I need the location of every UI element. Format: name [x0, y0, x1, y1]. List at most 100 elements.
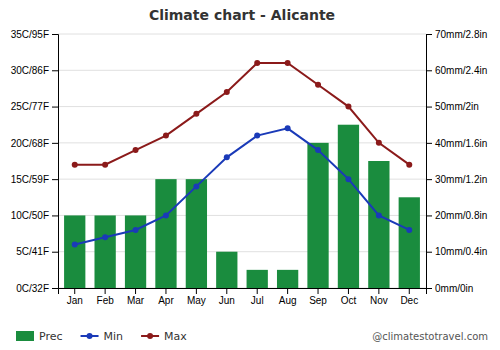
y-axis: 0C/32F 5C/41F 10C/50F 15C/59F 20C/68F 25C/77F…: [11, 29, 59, 294]
point: [193, 183, 199, 189]
legend-item: Prec: [16, 330, 63, 343]
tick-mark: [105, 288, 106, 294]
tick-label: Nov: [370, 295, 388, 306]
tick-label: 20C/68F: [11, 138, 49, 149]
tick: 0C/32F: [16, 283, 58, 294]
point: [133, 227, 139, 233]
legend-marker: [87, 333, 93, 339]
point: [345, 104, 351, 110]
point: [133, 147, 139, 153]
point: [193, 111, 199, 117]
tick-label: 60mm/2.4in: [435, 65, 487, 76]
tick-mark: [165, 288, 166, 294]
bar-series: [64, 125, 420, 288]
grid-line: [58, 70, 426, 71]
bar: [247, 270, 268, 288]
tick-label: 5C/41F: [16, 246, 49, 257]
tick-label: 0C/32F: [16, 283, 49, 294]
tick-mark: [52, 34, 58, 35]
point: [285, 125, 291, 131]
point: [285, 60, 291, 66]
tick: Jun: [219, 288, 235, 306]
bar: [216, 252, 237, 288]
bar: [94, 215, 115, 288]
tick: 20mm/0.8in: [426, 210, 487, 221]
plot: JanFebMarAprMayJunJulAugSepOctNovDec0C/3…: [11, 29, 488, 306]
title: Climate chart - Alicante: [149, 7, 335, 23]
tick-mark: [52, 215, 58, 216]
tick-label: 70mm/2.8in: [435, 29, 487, 40]
tick-mark: [52, 70, 58, 71]
tick-label: 10mm/0.4in: [435, 246, 487, 257]
grid-line: [58, 34, 426, 35]
point: [315, 82, 321, 88]
tick: 5C/41F: [16, 246, 58, 257]
tick-label: 10C/50F: [11, 210, 49, 221]
tick-label: 40mm/1.6in: [435, 138, 487, 149]
point: [163, 212, 169, 218]
point: [102, 162, 108, 168]
tick-mark: [426, 252, 432, 253]
tick-mark: [196, 288, 197, 294]
tick: 15C/59F: [11, 174, 58, 185]
tick-mark: [426, 70, 432, 71]
tick: 0mm/0in: [426, 283, 473, 294]
point: [224, 89, 230, 95]
tick: 30C/86F: [11, 65, 58, 76]
tick-mark: [348, 288, 349, 294]
tick: 10mm/0.4in: [426, 246, 487, 257]
tick: 10C/50F: [11, 210, 58, 221]
point: [254, 60, 260, 66]
tick: May: [187, 288, 206, 306]
tick-mark: [52, 288, 58, 289]
chart: JanFebMarAprMayJunJulAugSepOctNovDec0C/3…: [0, 0, 500, 350]
tick-mark: [378, 288, 379, 294]
tick-mark: [426, 179, 432, 180]
legend-item: Max: [141, 330, 187, 343]
tick: 30mm/1.2in: [426, 174, 487, 185]
point: [376, 212, 382, 218]
tick-label: Dec: [400, 295, 418, 306]
line-series: [72, 125, 413, 247]
bar: [186, 179, 207, 288]
point: [376, 140, 382, 146]
tick: Mar: [127, 288, 145, 306]
tick: 50mm/2in: [426, 101, 479, 112]
bar: [64, 215, 85, 288]
tick: Apr: [158, 288, 174, 306]
tick-mark: [74, 288, 75, 294]
bar: [277, 270, 298, 288]
tick: 60mm/2.4in: [426, 65, 487, 76]
y2-axis: 0mm/0in 10mm/0.4in 20mm/0.8in 30mm/1.2in 40m…: [426, 29, 487, 294]
tick-label: Apr: [158, 295, 174, 306]
axis-line: [59, 289, 427, 295]
marks: [64, 60, 420, 288]
bar: [155, 179, 176, 288]
line: [75, 128, 410, 244]
tick-label: 25C/77F: [11, 101, 49, 112]
tick-mark: [426, 143, 432, 144]
tick-mark: [52, 143, 58, 144]
grid-line: [58, 106, 426, 107]
axis-line: [52, 35, 59, 289]
tick-mark: [426, 215, 432, 216]
tick-label: May: [187, 295, 206, 306]
tick: Oct: [341, 288, 357, 306]
x-axis: JanFebMarAprMayJunJulAugSepOctNovDec: [59, 288, 427, 306]
legend-swatch: [16, 331, 34, 341]
tick: Dec: [400, 288, 418, 306]
tick: Sep: [309, 288, 327, 306]
tick-mark: [409, 288, 410, 294]
bar: [399, 197, 420, 288]
tick-label: 35C/95F: [11, 29, 49, 40]
point: [406, 227, 412, 233]
point: [315, 147, 321, 153]
tick: 20C/68F: [11, 138, 58, 149]
tick-label: Jan: [67, 295, 83, 306]
tick: Jul: [251, 288, 264, 306]
bar: [368, 161, 389, 288]
bar: [307, 143, 328, 288]
point: [224, 154, 230, 160]
tick: 40mm/1.6in: [426, 138, 487, 149]
tick-mark: [52, 179, 58, 180]
